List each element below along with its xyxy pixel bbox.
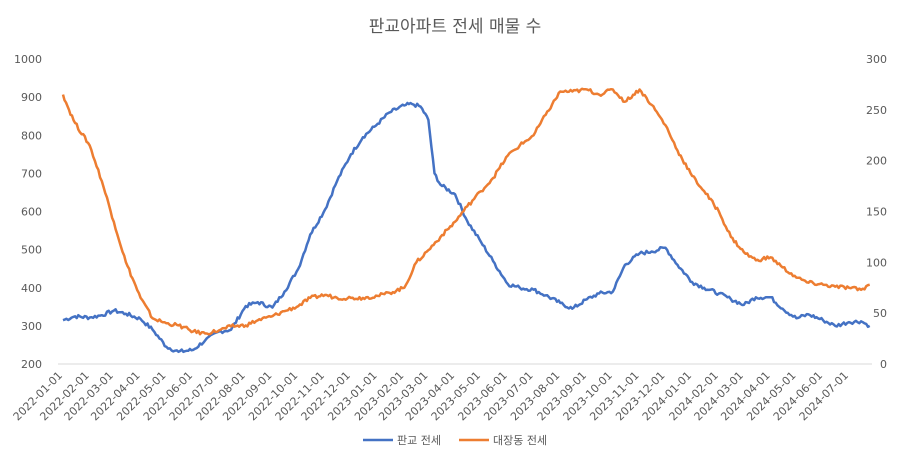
y-right-tick-label: 0 <box>880 358 887 371</box>
series-layer <box>61 87 871 354</box>
series-line-pangyo <box>62 101 871 354</box>
y-axis-right: 0 50 100 150 200 250 300 <box>866 53 887 371</box>
y-left-tick-label: 600 <box>21 206 42 219</box>
legend-label-pangyo: 판교 전세 <box>397 434 441 447</box>
series-line-daejang <box>61 87 870 336</box>
y-left-tick-label: 800 <box>21 129 42 142</box>
y-left-tick-label: 700 <box>21 167 42 180</box>
y-right-tick-label: 150 <box>866 206 887 219</box>
y-left-tick-label: 500 <box>21 244 42 257</box>
y-left-tick-label: 300 <box>21 320 42 333</box>
legend-label-daejang: 대장동 전세 <box>493 434 547 447</box>
y-left-tick-label: 200 <box>21 358 42 371</box>
y-left-tick-label: 900 <box>21 91 42 104</box>
y-right-tick-label: 250 <box>866 104 887 117</box>
y-right-tick-label: 50 <box>873 307 887 320</box>
y-left-tick-label: 1000 <box>14 53 42 66</box>
legend: 판교 전세 대장동 전세 <box>363 434 547 447</box>
y-right-tick-label: 200 <box>866 155 887 168</box>
chart-title: 판교아파트 전세 매물 수 <box>369 17 542 37</box>
y-right-tick-label: 300 <box>866 53 887 66</box>
y-left-tick-label: 400 <box>21 282 42 295</box>
y-right-tick-label: 100 <box>866 256 887 269</box>
y-axis-left: 200 300 400 500 600 700 800 900 1000 <box>14 53 42 371</box>
